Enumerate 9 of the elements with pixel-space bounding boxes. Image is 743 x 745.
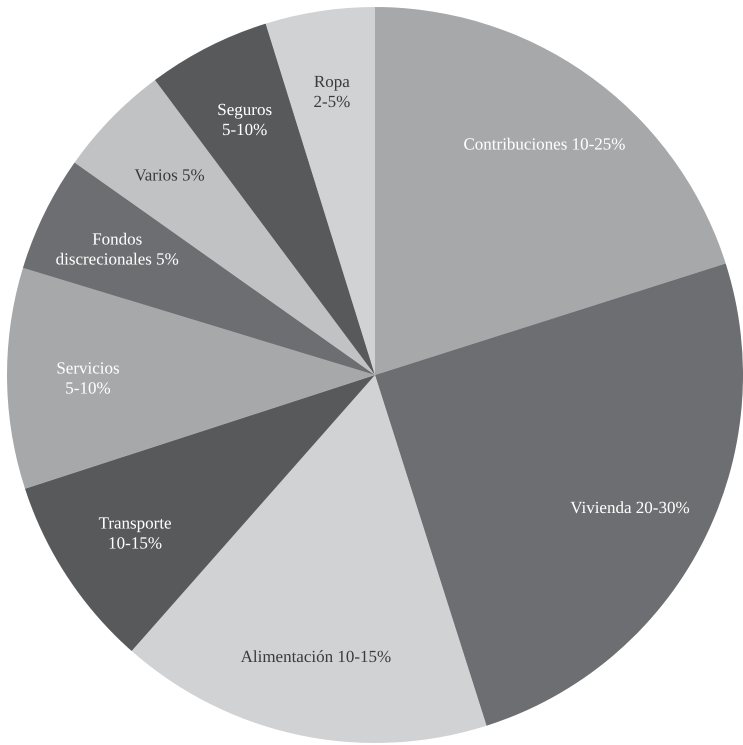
slice-label: Transporte 10-15%: [98, 513, 172, 552]
slice-label: Alimentación 10-15%: [240, 646, 392, 666]
slice-label: Contribuciones 10-25%: [463, 134, 626, 153]
slice-label: Servicios 5-10%: [56, 358, 120, 398]
slice-label: Ropa 2-5%: [313, 72, 350, 111]
slice-label: Vivienda 20-30%: [570, 497, 690, 516]
slice-label: Varios 5%: [134, 165, 205, 184]
slice-label: Seguros 5-10%: [217, 100, 272, 139]
slice-label: Fondos discrecionales 5%: [56, 229, 179, 268]
